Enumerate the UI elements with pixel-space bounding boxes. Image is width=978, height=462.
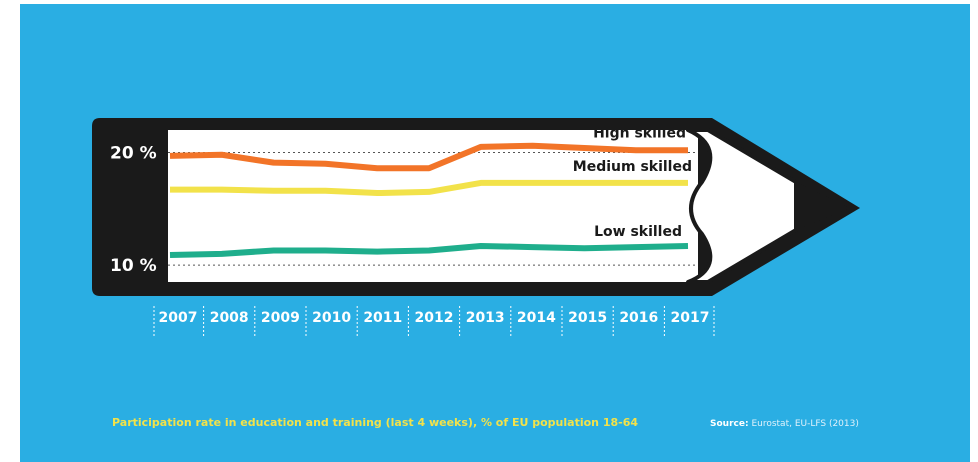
x-tick-label: 2016 [619,310,658,326]
x-tick-label: 2012 [415,310,454,326]
x-tick-label: 2007 [159,310,198,326]
pencil-shape [92,118,860,296]
pencil-lead [796,182,850,230]
pencil-wood [686,128,798,284]
pencil-chart: 20 % 10 % 2007 2008 2009 2010 2011 2012 2013 201… [92,118,860,338]
chart-caption: Participation rate in education and trai… [112,416,639,429]
x-tick-label: 2008 [210,310,249,326]
infographic-panel: 20 % 10 % 2007 2008 2009 2010 2011 2012 2013 201… [20,4,970,462]
source-text: Eurostat, EU-LFS (2013) [751,419,859,429]
source-label: Source: [710,419,749,429]
series-line-low-skilled [169,242,689,258]
series-line-high-skilled [169,142,688,172]
plot-area [168,130,698,282]
y-tick-label: 20 % [110,144,157,164]
x-tick-label: 2014 [517,310,556,326]
x-tick-label: 2009 [261,310,300,326]
source-note: Source: Eurostat, EU-LFS (2013) [710,419,859,429]
series-label: Low skilled [594,224,682,240]
series-label: Medium skilled [573,159,692,175]
x-tick-label: 2015 [568,310,607,326]
x-tick-label: 2017 [671,310,710,326]
y-tick-label: 10 % [110,256,157,276]
x-tick-label: 2011 [363,310,402,326]
series-line-medium-skilled [170,179,688,197]
x-tick-label: 2013 [466,310,505,326]
series-label: High skilled [593,125,686,141]
x-tick-label: 2010 [312,310,351,326]
